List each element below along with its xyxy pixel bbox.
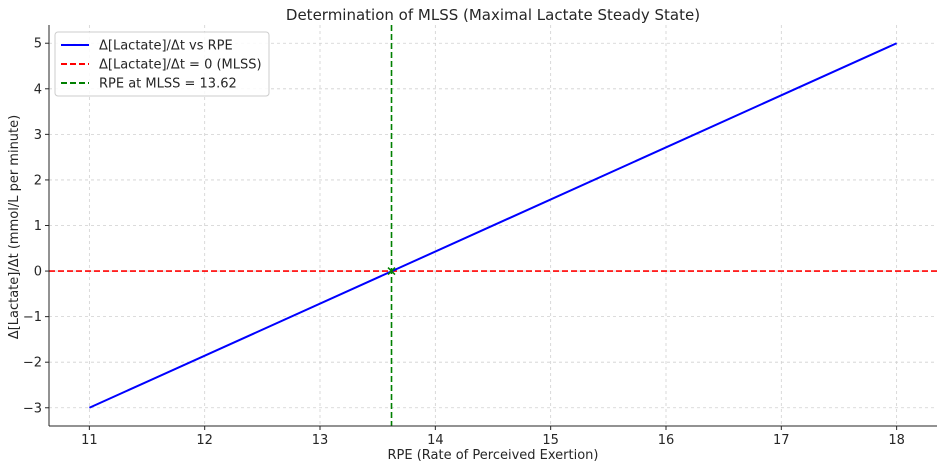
y-axis-ticks: −3 −2 −1 0 1 2 3 4 5 [23, 37, 49, 416]
x-axis-ticks: 11 12 13 14 15 16 17 18 [81, 426, 905, 448]
grid [49, 25, 937, 426]
y-tick-label: −2 [23, 356, 42, 371]
series-line [88, 42, 898, 409]
series-lines [88, 42, 898, 409]
x-axis-label: RPE (Rate of Perceived Exertion) [388, 448, 599, 463]
x-tick-label: 14 [427, 433, 444, 448]
y-tick-label: 4 [34, 82, 42, 97]
legend-label: Δ[Lactate]/Δt vs RPE [99, 39, 233, 54]
legend: Δ[Lactate]/Δt vs RPE Δ[Lactate]/Δt = 0 (M… [54, 31, 270, 97]
x-tick-label: 18 [888, 433, 905, 448]
y-tick-label: −3 [23, 401, 42, 416]
y-tick-label: 5 [34, 37, 42, 52]
y-axis-label: Δ[Lactate]/Δt (mmol/L per minute) [7, 115, 22, 339]
legend-label: Δ[Lactate]/Δt = 0 (MLSS) [99, 58, 262, 73]
y-tick-label: 3 [34, 128, 42, 143]
chart-title: Determination of MLSS (Maximal Lactate S… [286, 6, 700, 24]
x-tick-label: 13 [312, 433, 329, 448]
y-tick-label: 0 [34, 265, 42, 280]
legend-box [54, 31, 270, 97]
x-tick-label: 17 [773, 433, 790, 448]
x-tick-label: 16 [658, 433, 675, 448]
x-tick-label: 15 [542, 433, 559, 448]
y-tick-label: 2 [34, 173, 42, 188]
mlss-intersection-marker [387, 267, 396, 276]
y-tick-label: 1 [34, 219, 42, 234]
y-tick-label: −1 [23, 310, 42, 325]
legend-label: RPE at MLSS = 13.62 [99, 77, 237, 92]
markers [387, 267, 396, 276]
x-tick-label: 12 [196, 433, 213, 448]
marker-stroke [387, 267, 396, 276]
x-tick-label: 11 [81, 433, 98, 448]
